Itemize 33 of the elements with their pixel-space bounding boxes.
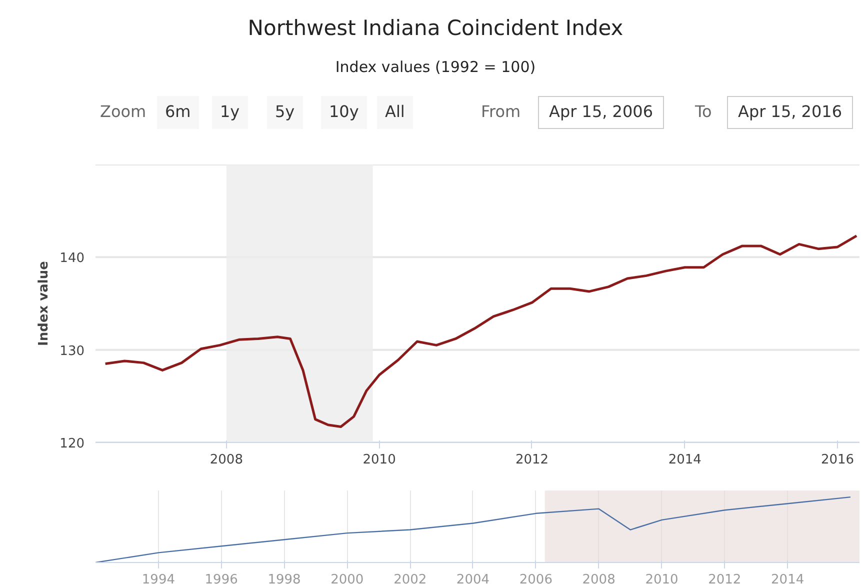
y-tick-label: 120 bbox=[60, 436, 85, 452]
text: All bbox=[377, 96, 413, 130]
x-tick-label: 2006 bbox=[519, 572, 552, 586]
x-tick-label: 1994 bbox=[142, 572, 176, 586]
text: From bbox=[481, 101, 521, 124]
text: 5y bbox=[267, 96, 303, 130]
x-tick-label: 2014 bbox=[668, 452, 702, 468]
text: Zoom bbox=[100, 101, 146, 124]
text: 6m bbox=[157, 96, 199, 130]
y-axis-title: Index value bbox=[36, 260, 52, 346]
chart-title: Northwest Indiana Coincident Index bbox=[246, 15, 624, 42]
y-tick-label: 140 bbox=[60, 251, 85, 266]
text: To bbox=[695, 101, 712, 124]
x-tick-label: 2002 bbox=[394, 572, 427, 586]
x-tick-label: 2010 bbox=[362, 452, 396, 468]
text: 1y bbox=[212, 96, 248, 130]
x-tick-label: 2010 bbox=[645, 572, 678, 586]
chart-subtitle: Index values (1992 = 100) bbox=[334, 57, 537, 78]
x-tick-label: 1996 bbox=[204, 572, 238, 586]
x-tick-label: 2014 bbox=[771, 572, 804, 586]
x-tick-label: 2012 bbox=[708, 572, 742, 586]
text: 10y bbox=[321, 96, 367, 130]
text: Apr 15, 2006 bbox=[538, 96, 664, 130]
y-tick-label: 130 bbox=[60, 344, 85, 359]
x-tick-label: 1998 bbox=[268, 572, 301, 586]
x-tick-label: 2012 bbox=[515, 452, 549, 468]
x-tick-label: 2004 bbox=[456, 572, 490, 586]
x-tick-label: 2016 bbox=[821, 452, 854, 468]
text: Apr 15, 2016 bbox=[727, 96, 854, 130]
line-series bbox=[104, 234, 858, 428]
x-tick-label: 2000 bbox=[330, 572, 364, 586]
x-tick-label: 2008 bbox=[210, 452, 243, 468]
x-tick-label: 2008 bbox=[582, 572, 616, 586]
